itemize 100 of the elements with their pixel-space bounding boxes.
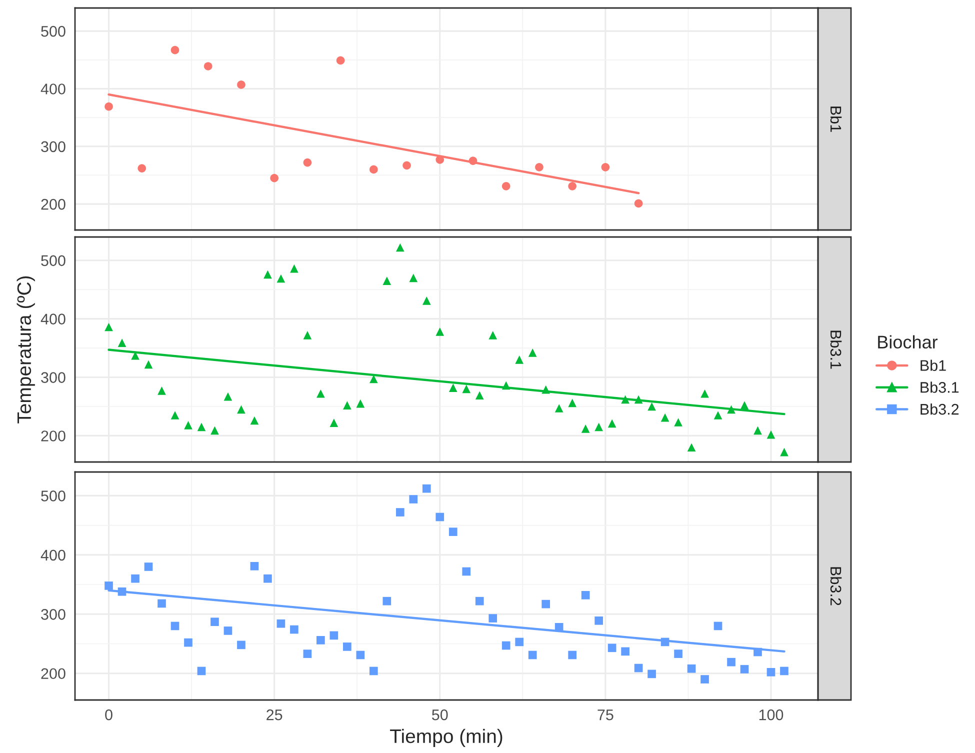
point bbox=[535, 162, 544, 172]
point bbox=[780, 666, 788, 676]
point bbox=[554, 404, 564, 412]
point bbox=[290, 625, 298, 634]
point bbox=[528, 348, 537, 357]
point bbox=[528, 650, 537, 660]
point bbox=[714, 622, 722, 630]
point bbox=[581, 424, 590, 433]
y-tick-label: 300 bbox=[41, 141, 66, 152]
x-tick-label: 50 bbox=[432, 709, 448, 720]
legend-label: Bb1 bbox=[920, 360, 946, 371]
point bbox=[118, 338, 126, 347]
point bbox=[270, 174, 278, 182]
point bbox=[336, 56, 345, 65]
point bbox=[488, 331, 498, 340]
point bbox=[502, 641, 510, 650]
point bbox=[144, 562, 153, 571]
point bbox=[144, 360, 153, 369]
point bbox=[170, 622, 180, 630]
y-tick-label: 400 bbox=[40, 314, 66, 325]
point bbox=[369, 666, 378, 676]
point bbox=[104, 322, 113, 332]
y-tick-label: 400 bbox=[40, 84, 66, 94]
legend-label: Bb3.1 bbox=[920, 382, 959, 393]
point bbox=[138, 164, 146, 172]
point bbox=[316, 636, 325, 644]
point bbox=[687, 443, 696, 452]
y-tick-label: 300 bbox=[41, 372, 66, 383]
point bbox=[475, 596, 484, 606]
y-tick-label: 500 bbox=[41, 490, 66, 502]
point bbox=[436, 328, 444, 336]
point bbox=[608, 419, 616, 428]
point bbox=[402, 161, 411, 170]
point bbox=[131, 574, 140, 583]
point bbox=[303, 158, 312, 167]
point bbox=[409, 495, 418, 504]
point bbox=[634, 664, 643, 672]
y-axis-title: Temperatura (ºC) bbox=[16, 276, 35, 424]
y-tick-label: 200 bbox=[41, 430, 66, 442]
x-tick-label: 75 bbox=[598, 710, 614, 720]
y-tick-label: 500 bbox=[41, 26, 66, 37]
point bbox=[634, 199, 643, 208]
point bbox=[462, 384, 471, 394]
y-tick-label: 200 bbox=[41, 198, 66, 210]
point bbox=[422, 296, 431, 305]
point bbox=[343, 401, 352, 410]
point bbox=[568, 398, 576, 408]
point bbox=[104, 582, 113, 590]
point bbox=[356, 399, 365, 408]
point bbox=[158, 599, 166, 608]
point bbox=[224, 392, 232, 401]
point bbox=[303, 650, 312, 658]
point bbox=[290, 264, 298, 273]
point bbox=[601, 162, 610, 172]
point bbox=[740, 401, 749, 410]
text: Bb1 bbox=[830, 106, 842, 132]
point bbox=[170, 46, 180, 54]
point bbox=[276, 619, 286, 628]
point bbox=[158, 386, 166, 395]
point bbox=[237, 80, 246, 89]
point bbox=[700, 389, 709, 398]
point bbox=[210, 426, 219, 435]
y-tick-label: 200 bbox=[41, 668, 66, 680]
point bbox=[436, 512, 444, 522]
point bbox=[766, 430, 776, 439]
point bbox=[754, 426, 762, 435]
point bbox=[330, 631, 338, 640]
point bbox=[700, 675, 709, 684]
point bbox=[396, 508, 404, 516]
point bbox=[448, 528, 458, 536]
point bbox=[382, 596, 392, 606]
point bbox=[674, 650, 682, 658]
point bbox=[184, 421, 192, 430]
legend-label: Bb3.2 bbox=[920, 403, 959, 415]
point bbox=[250, 416, 259, 425]
point bbox=[542, 600, 550, 608]
point bbox=[714, 411, 722, 420]
point bbox=[276, 274, 286, 283]
point bbox=[488, 614, 498, 622]
point bbox=[502, 182, 510, 190]
point bbox=[568, 182, 576, 190]
point bbox=[687, 664, 696, 673]
point bbox=[104, 102, 113, 111]
point bbox=[210, 618, 219, 626]
point bbox=[515, 356, 524, 364]
point bbox=[515, 638, 524, 646]
point bbox=[197, 422, 206, 432]
point bbox=[727, 658, 736, 666]
point bbox=[197, 666, 206, 676]
point bbox=[396, 243, 404, 252]
point bbox=[237, 405, 246, 414]
point bbox=[448, 384, 458, 392]
point bbox=[594, 616, 603, 625]
legend-title: Biochar bbox=[878, 335, 938, 349]
point bbox=[422, 484, 431, 493]
point bbox=[740, 665, 749, 674]
y-tick-label: 300 bbox=[41, 609, 66, 620]
point bbox=[250, 562, 259, 570]
point bbox=[237, 640, 246, 650]
point bbox=[204, 62, 212, 70]
